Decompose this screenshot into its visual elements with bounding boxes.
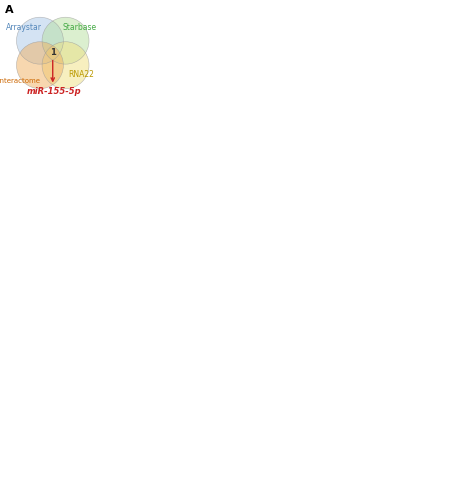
Text: Arraystar: Arraystar — [6, 23, 42, 33]
Circle shape — [17, 17, 64, 64]
Text: RNA22: RNA22 — [69, 70, 94, 80]
Text: Starbase: Starbase — [63, 23, 96, 33]
Circle shape — [42, 17, 89, 64]
Text: 1: 1 — [50, 48, 55, 57]
Text: circInteractome: circInteractome — [0, 78, 41, 84]
Circle shape — [42, 42, 89, 89]
Text: miR-155-5p: miR-155-5p — [27, 87, 81, 96]
Circle shape — [17, 42, 64, 89]
Text: A: A — [5, 5, 13, 15]
